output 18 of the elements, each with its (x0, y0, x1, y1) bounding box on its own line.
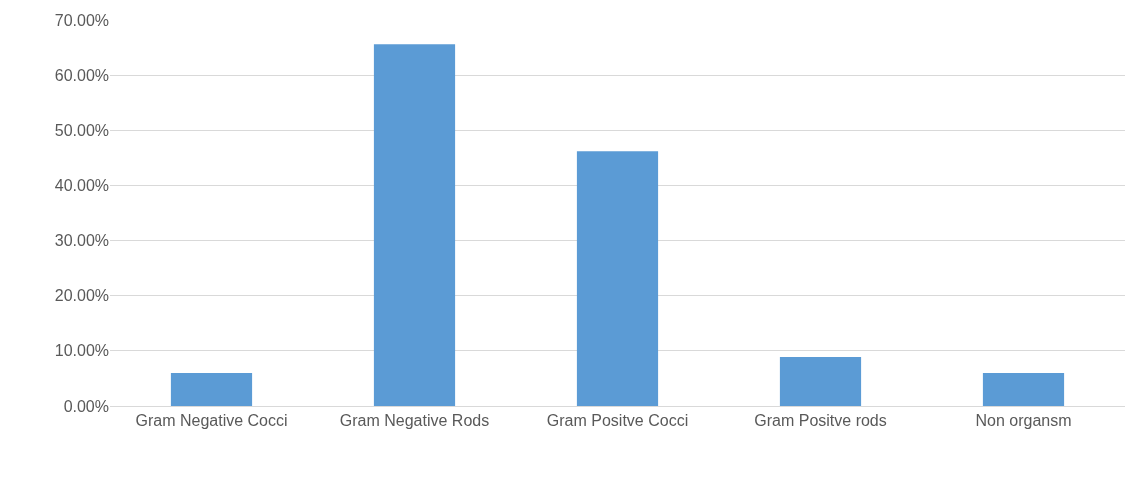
bar (779, 356, 862, 406)
x-tick-label: Gram Positve Cocci (546, 412, 689, 430)
y-tick-label: 60.00% (54, 66, 109, 84)
x-tick-label: Gram Negative Cocci (135, 412, 288, 430)
y-tick-label: 40.00% (54, 177, 109, 195)
y-tick-label: 70.00% (54, 11, 109, 29)
y-tick-label: 20.00% (54, 287, 109, 305)
y-tick-label: 10.00% (54, 342, 109, 360)
y-tick-label: 0.00% (63, 397, 109, 415)
bar (982, 372, 1065, 406)
x-tick-label: Gram Positve rods (754, 412, 887, 430)
bar (373, 44, 456, 406)
bar (576, 151, 659, 406)
y-tick-label: 30.00% (54, 232, 109, 250)
y-tick-label: 50.00% (54, 121, 109, 139)
x-tick-label: Gram Negative Rods (339, 412, 490, 430)
x-tick-label: Non organsm (975, 412, 1072, 430)
bar (170, 372, 253, 406)
